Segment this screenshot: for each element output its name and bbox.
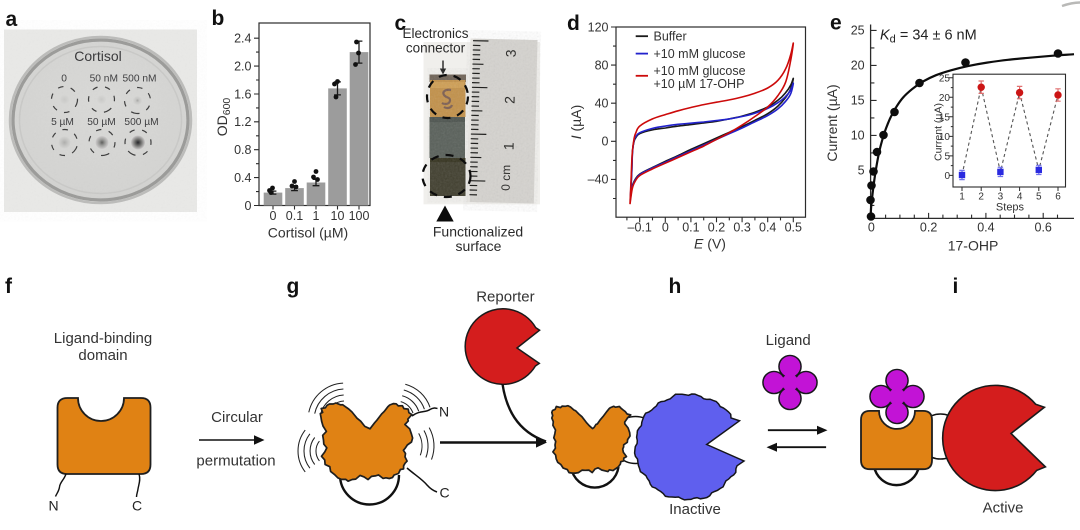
svg-text:1.2: 1.2 — [234, 115, 251, 129]
svg-text:C: C — [439, 485, 449, 501]
svg-text:f: f — [5, 275, 13, 298]
svg-text:Cortisol (µM): Cortisol (µM) — [268, 225, 348, 241]
svg-text:0.3: 0.3 — [733, 221, 750, 235]
svg-text:N: N — [439, 404, 449, 420]
svg-text:Cortisol: Cortisol — [74, 48, 121, 64]
svg-text:c: c — [395, 12, 407, 35]
svg-text:2.4: 2.4 — [234, 32, 251, 46]
svg-text:0.8: 0.8 — [234, 143, 251, 157]
svg-text:5 µM: 5 µM — [51, 117, 74, 128]
svg-text:Ligand-binding: Ligand-binding — [54, 330, 152, 347]
svg-text:25: 25 — [851, 24, 865, 38]
svg-text:80: 80 — [595, 58, 609, 72]
svg-text:–40: –40 — [588, 173, 609, 187]
svg-text:0 cm: 0 cm — [499, 165, 514, 191]
svg-text:10: 10 — [331, 209, 345, 223]
svg-text:0.2: 0.2 — [708, 221, 725, 235]
svg-text:i: i — [953, 275, 959, 298]
svg-text:Current (µA): Current (µA) — [824, 84, 840, 161]
svg-text:0.4: 0.4 — [234, 171, 251, 185]
svg-text:3: 3 — [503, 49, 519, 57]
svg-text:20: 20 — [939, 93, 951, 104]
svg-text:2: 2 — [502, 96, 518, 104]
svg-text:0.4: 0.4 — [977, 221, 994, 235]
svg-text:1: 1 — [959, 192, 965, 203]
svg-text:0: 0 — [602, 135, 609, 149]
svg-text:0.4: 0.4 — [759, 221, 776, 235]
svg-text:Functionalized: Functionalized — [433, 224, 523, 240]
svg-text:0: 0 — [245, 199, 252, 213]
svg-text:h: h — [669, 275, 682, 298]
svg-text:g: g — [287, 275, 300, 298]
svg-text:0: 0 — [868, 221, 875, 235]
svg-text:50 µM: 50 µM — [87, 117, 116, 128]
svg-text:+10 mM glucose: +10 mM glucose — [654, 64, 746, 78]
svg-text:10: 10 — [851, 129, 865, 143]
svg-text:6: 6 — [1055, 192, 1061, 203]
svg-text:0.2: 0.2 — [920, 221, 937, 235]
svg-text:5: 5 — [858, 164, 865, 178]
svg-text:e: e — [830, 11, 842, 34]
svg-text:500 nM: 500 nM — [123, 73, 157, 84]
svg-text:d: d — [567, 12, 580, 35]
svg-text:Active: Active — [983, 500, 1024, 517]
svg-text:Inactive: Inactive — [669, 501, 721, 518]
svg-text:15: 15 — [939, 112, 951, 123]
svg-text:5: 5 — [944, 151, 950, 162]
svg-text:500 µM: 500 µM — [124, 117, 158, 128]
svg-text:–0.1: –0.1 — [628, 221, 652, 235]
svg-text:0.5: 0.5 — [785, 221, 802, 235]
svg-text:4: 4 — [1017, 192, 1023, 203]
svg-text:0.6: 0.6 — [1035, 221, 1052, 235]
svg-text:Reporter: Reporter — [476, 288, 534, 305]
svg-text:b: b — [212, 7, 225, 30]
svg-text:40: 40 — [595, 97, 609, 111]
svg-text:+10 mM glucose: +10 mM glucose — [654, 47, 746, 61]
svg-text:100: 100 — [349, 209, 370, 223]
svg-text:+10 µM 17-OHP: +10 µM 17-OHP — [654, 77, 745, 91]
svg-text:5: 5 — [1036, 192, 1042, 203]
svg-text:connector: connector — [406, 41, 466, 56]
svg-text:20: 20 — [851, 59, 865, 73]
svg-text:N: N — [48, 498, 58, 514]
svg-text:25: 25 — [939, 73, 951, 84]
svg-text:0.1: 0.1 — [286, 209, 303, 223]
svg-text:E (V): E (V) — [694, 236, 726, 252]
svg-text:2.0: 2.0 — [234, 59, 251, 73]
svg-text:1: 1 — [313, 209, 320, 223]
svg-text:surface: surface — [456, 238, 502, 254]
svg-text:domain: domain — [78, 347, 127, 364]
svg-text:1.6: 1.6 — [234, 87, 251, 101]
svg-text:10: 10 — [939, 132, 951, 143]
svg-text:Ligand: Ligand — [766, 332, 811, 349]
svg-text:permutation: permutation — [196, 453, 275, 470]
svg-text:Electronics: Electronics — [402, 26, 468, 41]
svg-text:15: 15 — [851, 94, 865, 108]
svg-text:Circular: Circular — [211, 409, 263, 426]
svg-text:Kd = 34 ± 6 nM: Kd = 34 ± 6 nM — [880, 27, 977, 45]
svg-text:C: C — [132, 498, 142, 514]
svg-text:0.1: 0.1 — [682, 221, 699, 235]
svg-text:Buffer: Buffer — [654, 29, 687, 43]
svg-text:17-OHP: 17-OHP — [948, 238, 999, 254]
svg-text:2: 2 — [978, 192, 984, 203]
svg-text:3: 3 — [998, 192, 1004, 203]
svg-text:0: 0 — [944, 171, 950, 182]
svg-text:50 nM: 50 nM — [90, 73, 118, 84]
svg-text:0: 0 — [61, 73, 67, 84]
svg-text:0: 0 — [662, 221, 669, 235]
svg-text:I (µA): I (µA) — [568, 105, 584, 140]
svg-text:120: 120 — [588, 20, 609, 34]
svg-text:Current (µA): Current (µA) — [933, 103, 945, 161]
svg-text:0: 0 — [270, 209, 277, 223]
svg-text:Steps: Steps — [996, 202, 1025, 214]
svg-text:1: 1 — [501, 142, 517, 150]
svg-text:a: a — [6, 8, 18, 31]
